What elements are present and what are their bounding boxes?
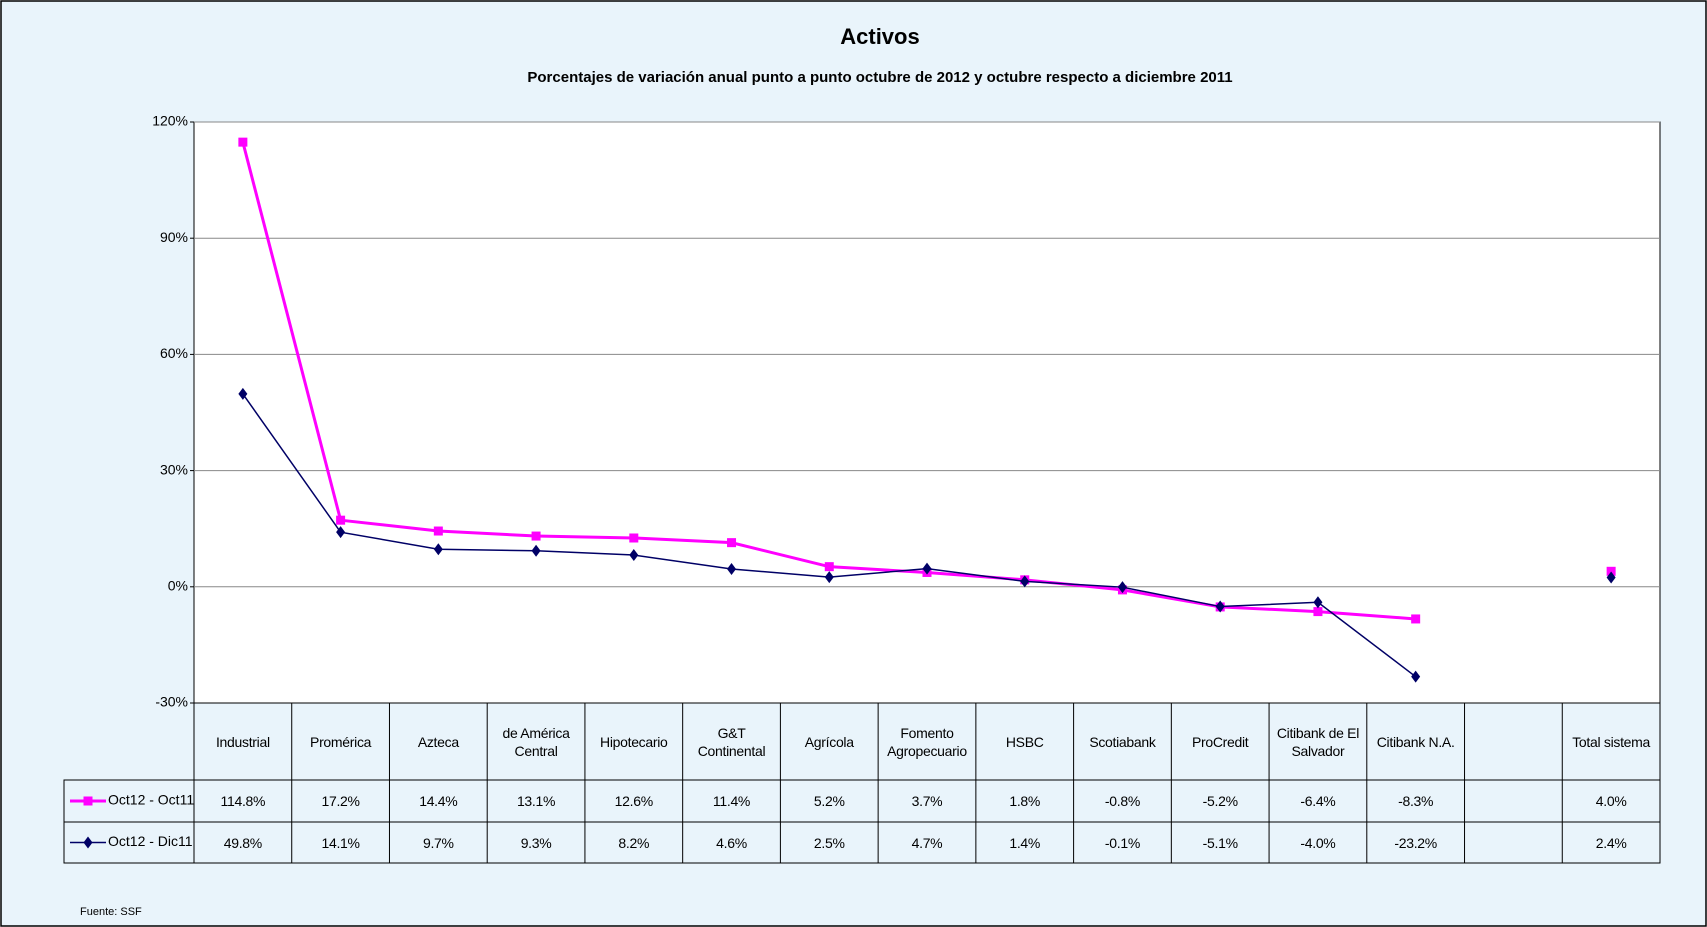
category-label: Citibank de El Salvador [1276, 724, 1360, 759]
chart-title: Activos [840, 24, 919, 49]
data-label: 49.8% [223, 834, 263, 851]
data-label: -5.2% [1202, 793, 1238, 809]
category-label: Promérica [310, 733, 372, 750]
data-label: -0.8% [1104, 793, 1140, 809]
data-label: 2.5% [813, 834, 845, 851]
data-point [238, 137, 248, 147]
data-point [922, 562, 932, 575]
category-label: G&T Continental [697, 724, 766, 759]
data-point [1020, 575, 1030, 588]
data-label: 1.4% [1009, 834, 1041, 851]
chart-subtitle: Porcentajes de variación anual punto a p… [527, 69, 1232, 86]
category-label: Azteca [417, 733, 459, 750]
data-label: 12.6% [614, 793, 654, 809]
legend-marker [83, 796, 93, 806]
category-label: Scotiabank [1089, 733, 1156, 750]
data-label: 17.2% [321, 793, 360, 809]
data-point [531, 531, 541, 541]
data-point [1313, 596, 1323, 609]
data-point [1215, 600, 1225, 613]
category-label: Total sistema [1572, 733, 1651, 750]
data-point [433, 543, 443, 556]
data-point [629, 549, 639, 562]
y-tick-label: 30% [160, 461, 188, 477]
data-label: 1.8% [1009, 793, 1041, 809]
y-tick-label: 90% [160, 229, 188, 245]
data-label: 13.1% [516, 793, 556, 809]
data-label: 11.4% [712, 793, 751, 809]
data-point [1606, 571, 1616, 584]
category-label: ProCredit [1191, 733, 1249, 750]
data-point [531, 544, 541, 557]
legend-label: Oct12 - Oct11 [108, 792, 194, 808]
category-label: Fomento Agropecuario [887, 724, 967, 759]
data-label: 9.7% [422, 834, 454, 851]
source: Fuente: SSF [80, 906, 142, 918]
data-label [1465, 822, 1563, 863]
data-point [629, 533, 639, 543]
data-label: 14.1% [321, 834, 360, 851]
y-tick-label: 120% [152, 113, 188, 129]
data-label: 4.0% [1595, 793, 1627, 809]
category-label: Agrícola [804, 733, 854, 750]
category-label: de América Central [502, 724, 570, 759]
data-label: -23.2% [1394, 834, 1437, 851]
data-point [1606, 566, 1616, 576]
data-point [1411, 670, 1421, 683]
data-label: 4.6% [716, 834, 747, 851]
legend-label: Oct12 - Dic11 [108, 833, 193, 849]
data-label: -6.4% [1300, 793, 1336, 809]
data-label: -5.1% [1202, 834, 1238, 851]
data-point [727, 562, 737, 575]
data-point [238, 387, 248, 400]
y-tick-label: 0% [168, 578, 188, 594]
data-label: 5.2% [813, 793, 845, 809]
legend-marker [83, 836, 93, 849]
data-point [1313, 607, 1323, 617]
category-label: Hipotecario [600, 733, 668, 750]
y-tick-label: -30% [155, 694, 188, 710]
data-point [1117, 581, 1127, 594]
category-label [1465, 703, 1563, 780]
data-point [824, 571, 834, 584]
data-label: 8.2% [618, 834, 650, 851]
data-label: -8.3% [1398, 793, 1434, 809]
y-tick-label: 60% [160, 345, 188, 361]
data-label: 3.7% [911, 793, 943, 809]
data-label: -0.1% [1104, 834, 1140, 851]
data-point [824, 562, 834, 572]
data-label: 4.7% [911, 834, 943, 851]
category-label: Industrial [215, 733, 270, 750]
data-label: 114.8% [220, 793, 266, 809]
data-label: 14.4% [419, 793, 458, 809]
data-label [1465, 780, 1563, 822]
data-label: -4.0% [1300, 834, 1336, 851]
data-point [727, 538, 737, 548]
category-label: HSBC [1005, 733, 1044, 750]
data-point [336, 526, 346, 539]
category-label: Citibank N.A. [1376, 733, 1455, 750]
plot-area [193, 121, 1661, 704]
data-label: 2.4% [1595, 834, 1627, 851]
data-point [336, 515, 346, 525]
data-point [433, 526, 443, 536]
data-point [1411, 614, 1421, 624]
data-label: 9.3% [520, 834, 552, 851]
